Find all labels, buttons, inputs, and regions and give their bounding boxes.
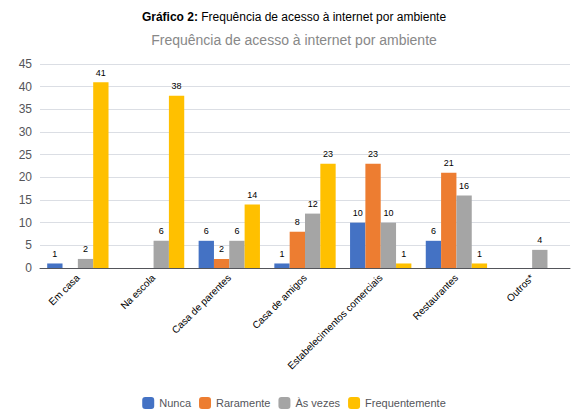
- svg-text:23: 23: [368, 149, 378, 159]
- svg-text:Frequência de acesso à interne: Frequência de acesso à internet por ambi…: [151, 32, 437, 48]
- svg-text:1: 1: [279, 249, 284, 259]
- svg-text:Gráfico 2:: Gráfico 2:: [142, 10, 198, 24]
- svg-text:10: 10: [353, 208, 363, 218]
- svg-text:0: 0: [25, 261, 32, 275]
- svg-text:Frequentemente: Frequentemente: [365, 397, 446, 409]
- svg-text:6: 6: [159, 226, 164, 236]
- svg-text:1: 1: [52, 249, 57, 259]
- svg-text:2: 2: [219, 244, 224, 254]
- svg-text:4: 4: [537, 235, 542, 245]
- svg-text:20: 20: [19, 170, 33, 184]
- svg-text:1: 1: [477, 249, 482, 259]
- svg-text:Outros*: Outros*: [504, 272, 536, 304]
- svg-text:45: 45: [19, 57, 33, 71]
- svg-text:23: 23: [323, 149, 333, 159]
- svg-text:Na escola: Na escola: [118, 272, 157, 311]
- svg-text:35: 35: [19, 102, 33, 116]
- svg-text:Em casa: Em casa: [47, 272, 83, 308]
- svg-text:Às vezes: Às vezes: [295, 397, 340, 409]
- svg-text:Restaurantes: Restaurantes: [411, 272, 461, 322]
- svg-text:15: 15: [19, 193, 33, 207]
- svg-text:40: 40: [19, 80, 33, 94]
- svg-text:16: 16: [459, 181, 469, 191]
- svg-text:2: 2: [83, 244, 88, 254]
- svg-text:8: 8: [295, 217, 300, 227]
- svg-text:1: 1: [401, 249, 406, 259]
- svg-text:12: 12: [308, 199, 318, 209]
- svg-text:41: 41: [96, 68, 106, 78]
- svg-text:38: 38: [172, 81, 182, 91]
- svg-text:21: 21: [444, 158, 454, 168]
- svg-text:Casa de parentes: Casa de parentes: [170, 272, 234, 336]
- svg-text:30: 30: [19, 125, 33, 139]
- svg-text:Frequência de acesso à interne: Frequência de acesso à internet por ambi…: [198, 10, 446, 24]
- svg-text:10: 10: [383, 208, 393, 218]
- svg-text:Casa de amigos: Casa de amigos: [250, 272, 309, 331]
- svg-text:6: 6: [431, 226, 436, 236]
- svg-text:Nunca: Nunca: [159, 397, 192, 409]
- svg-text:6: 6: [204, 226, 209, 236]
- svg-text:25: 25: [19, 148, 33, 162]
- svg-text:10: 10: [19, 216, 33, 230]
- svg-text:Estabelecimentos comerciais: Estabelecimentos comerciais: [285, 272, 384, 371]
- svg-text:14: 14: [247, 190, 257, 200]
- svg-text:6: 6: [234, 226, 239, 236]
- svg-text:Raramente: Raramente: [216, 397, 270, 409]
- svg-text:5: 5: [25, 238, 32, 252]
